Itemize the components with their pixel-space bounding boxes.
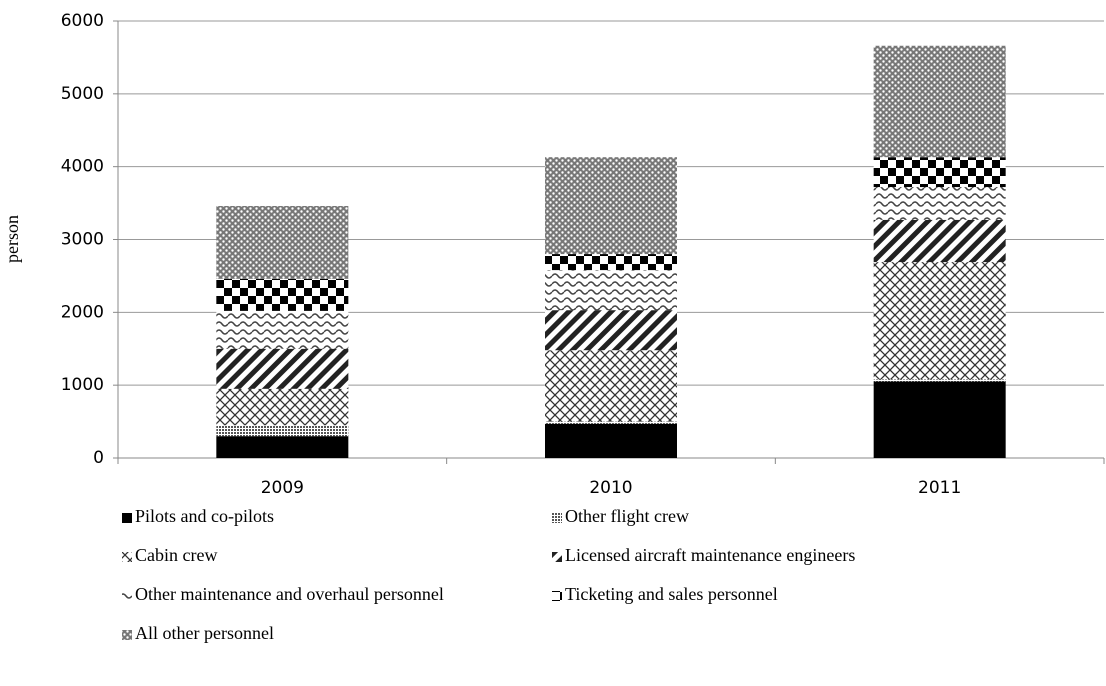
legend-label: All other personnel <box>135 623 274 643</box>
y-tick-label: 6000 <box>61 11 104 31</box>
y-tick-label: 2000 <box>61 302 104 322</box>
bar-segment <box>873 219 1006 263</box>
legend-label: Pilots and co-pilots <box>135 506 274 526</box>
bar-segment <box>545 254 677 271</box>
bar-segment <box>545 350 677 422</box>
legend-marker <box>552 513 562 523</box>
bar-segment <box>216 348 349 389</box>
legend-marker <box>122 630 132 640</box>
bar-segment <box>216 388 349 426</box>
y-tick-label: 5000 <box>61 84 104 104</box>
y-axis-label: person <box>2 215 22 263</box>
y-tick-label: 1000 <box>61 375 104 395</box>
legend-label: Ticketing and sales personnel <box>565 584 778 604</box>
bar-segment <box>873 45 1006 158</box>
legend-marker <box>552 591 562 601</box>
bar-segment <box>873 381 1006 458</box>
bar-segment <box>545 157 677 255</box>
y-tick-label: 4000 <box>61 157 104 177</box>
bar-segment <box>216 436 349 458</box>
bar-segment <box>216 278 349 311</box>
bar-segment <box>216 425 349 437</box>
bar-segment <box>216 205 349 279</box>
legend-marker <box>122 513 132 523</box>
bar-segment <box>873 187 1006 220</box>
legend-label: Licensed aircraft maintenance engineers <box>565 545 855 565</box>
bar-segment <box>545 423 677 458</box>
bar-segment <box>216 310 349 349</box>
legend-marker <box>122 591 132 601</box>
y-tick-label: 0 <box>93 448 104 468</box>
x-tick-label: 2010 <box>589 478 632 498</box>
bar-segment <box>873 157 1006 188</box>
y-tick-label: 3000 <box>61 230 104 250</box>
x-tick-label: 2011 <box>918 478 961 498</box>
legend-label: Cabin crew <box>135 545 217 565</box>
legend-label: Other flight crew <box>565 506 689 526</box>
legend-marker <box>552 552 562 562</box>
bar-segment <box>545 310 677 351</box>
bar-segment <box>873 379 1006 382</box>
bar-segment <box>873 262 1006 380</box>
bar-segment <box>545 270 677 311</box>
legend-marker <box>122 552 132 562</box>
x-tick-label: 2009 <box>261 478 304 498</box>
bar-segment <box>545 421 677 424</box>
legend-label: Other maintenance and overhaul personnel <box>135 584 444 604</box>
